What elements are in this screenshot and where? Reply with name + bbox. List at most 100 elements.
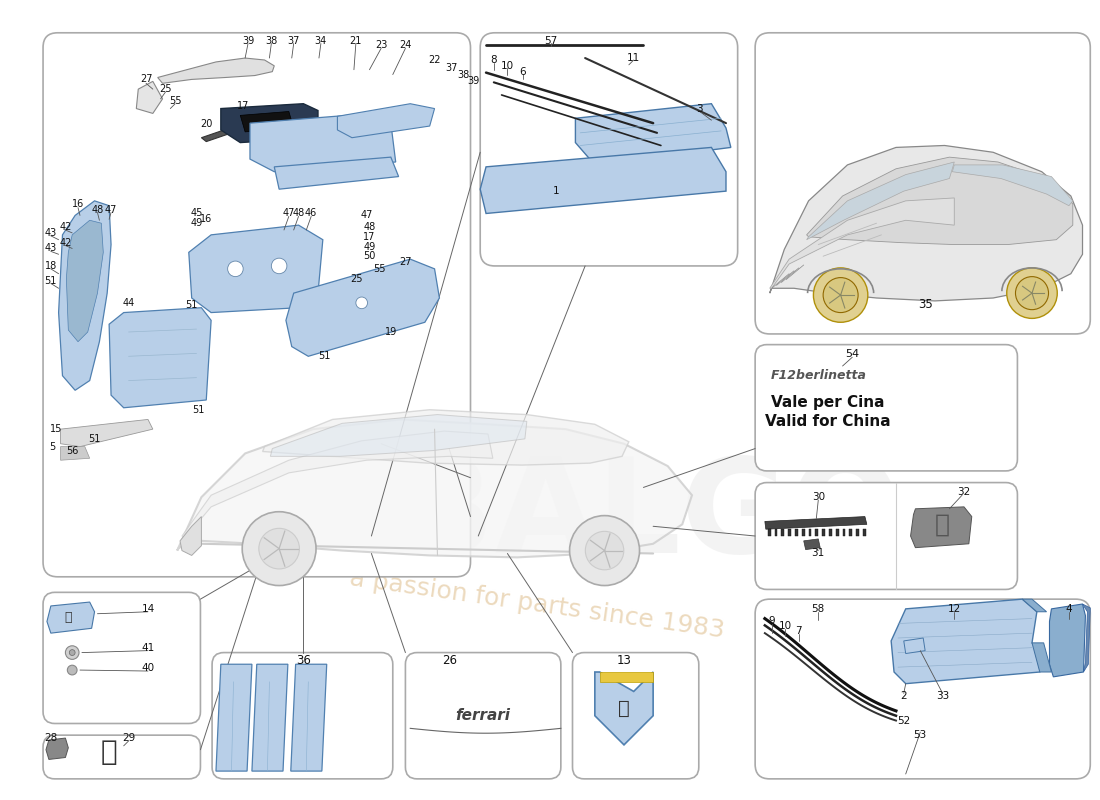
Text: 52: 52 (898, 715, 911, 726)
Polygon shape (46, 738, 68, 759)
Text: 18: 18 (45, 261, 57, 271)
Text: 26: 26 (441, 654, 456, 667)
Polygon shape (252, 664, 288, 771)
FancyBboxPatch shape (755, 345, 1018, 471)
FancyBboxPatch shape (572, 653, 698, 779)
Text: 48: 48 (293, 209, 305, 218)
Text: 19: 19 (385, 327, 397, 337)
Text: 39: 39 (242, 35, 254, 46)
Polygon shape (781, 530, 784, 536)
FancyBboxPatch shape (481, 33, 738, 266)
Polygon shape (764, 517, 867, 530)
Text: 48: 48 (363, 222, 375, 232)
Circle shape (272, 258, 287, 274)
Polygon shape (221, 104, 318, 142)
Text: 51: 51 (88, 434, 101, 444)
Text: 9: 9 (768, 617, 776, 626)
FancyBboxPatch shape (755, 33, 1090, 334)
Polygon shape (66, 220, 103, 342)
Polygon shape (808, 530, 812, 536)
Text: 46: 46 (305, 209, 317, 218)
FancyBboxPatch shape (43, 33, 471, 577)
Polygon shape (774, 530, 778, 536)
Text: 23: 23 (375, 41, 387, 50)
Polygon shape (806, 162, 955, 240)
Polygon shape (216, 664, 252, 771)
Polygon shape (836, 530, 838, 536)
Polygon shape (271, 414, 527, 456)
Text: ferrari: ferrari (455, 708, 510, 723)
Text: 47: 47 (361, 210, 373, 221)
Text: 27: 27 (140, 74, 152, 85)
Text: Vale per Cina: Vale per Cina (771, 395, 884, 410)
Polygon shape (806, 157, 1072, 245)
FancyBboxPatch shape (212, 653, 393, 779)
Text: 49: 49 (190, 218, 202, 228)
Text: 44: 44 (122, 298, 134, 308)
Text: 8: 8 (491, 55, 497, 65)
Polygon shape (829, 530, 832, 536)
Text: 57: 57 (544, 35, 558, 46)
Polygon shape (157, 58, 274, 83)
Text: 27: 27 (399, 257, 411, 267)
Polygon shape (109, 308, 211, 408)
Text: 31: 31 (812, 549, 825, 558)
Text: 16: 16 (200, 214, 212, 224)
Text: 14: 14 (141, 604, 155, 614)
Polygon shape (595, 672, 653, 745)
Text: 28: 28 (44, 733, 57, 743)
Polygon shape (60, 419, 153, 446)
Text: 🐎: 🐎 (618, 699, 630, 718)
Text: 13: 13 (616, 654, 631, 667)
Text: 🐎: 🐎 (935, 512, 950, 536)
Text: 25: 25 (351, 274, 363, 283)
Polygon shape (481, 147, 726, 214)
Text: 38: 38 (458, 70, 470, 79)
Text: 53: 53 (914, 730, 927, 740)
Polygon shape (189, 225, 322, 313)
Text: 40: 40 (142, 663, 154, 673)
Text: a passion for parts since 1983: a passion for parts since 1983 (348, 566, 726, 642)
Text: 2: 2 (901, 691, 908, 702)
Text: 29: 29 (122, 733, 135, 743)
Text: 35: 35 (917, 298, 933, 311)
Text: GLOBALGO: GLOBALGO (94, 453, 901, 580)
Polygon shape (953, 165, 1072, 206)
Polygon shape (770, 198, 955, 288)
Circle shape (258, 528, 299, 569)
Text: 54: 54 (845, 350, 859, 359)
Text: F12berlinetta: F12berlinetta (770, 370, 866, 382)
Circle shape (823, 278, 858, 313)
Text: 12: 12 (948, 604, 961, 614)
Text: 5: 5 (50, 442, 56, 452)
Text: 43: 43 (45, 228, 57, 238)
Text: 16: 16 (72, 198, 85, 209)
Polygon shape (770, 146, 1082, 301)
Text: 32: 32 (957, 487, 970, 498)
Circle shape (67, 666, 77, 675)
FancyBboxPatch shape (43, 592, 200, 723)
Text: 55: 55 (373, 264, 385, 274)
Text: 51: 51 (45, 277, 57, 286)
Text: 45: 45 (190, 209, 202, 218)
Text: 55: 55 (169, 96, 182, 106)
Text: 🐎: 🐎 (101, 738, 118, 766)
Polygon shape (177, 419, 692, 558)
Text: 21: 21 (350, 35, 362, 46)
Text: 34: 34 (315, 35, 327, 46)
Polygon shape (856, 530, 859, 536)
Text: 47: 47 (104, 205, 118, 214)
Polygon shape (904, 638, 925, 654)
Polygon shape (864, 530, 866, 536)
Text: 1: 1 (552, 186, 559, 196)
Polygon shape (843, 530, 846, 536)
Polygon shape (849, 530, 852, 536)
Polygon shape (891, 599, 1042, 684)
Circle shape (69, 650, 75, 655)
Polygon shape (180, 517, 201, 555)
Text: 33: 33 (936, 691, 949, 702)
Text: 10: 10 (779, 622, 792, 631)
Polygon shape (290, 664, 327, 771)
Polygon shape (822, 530, 825, 536)
Circle shape (228, 261, 243, 277)
